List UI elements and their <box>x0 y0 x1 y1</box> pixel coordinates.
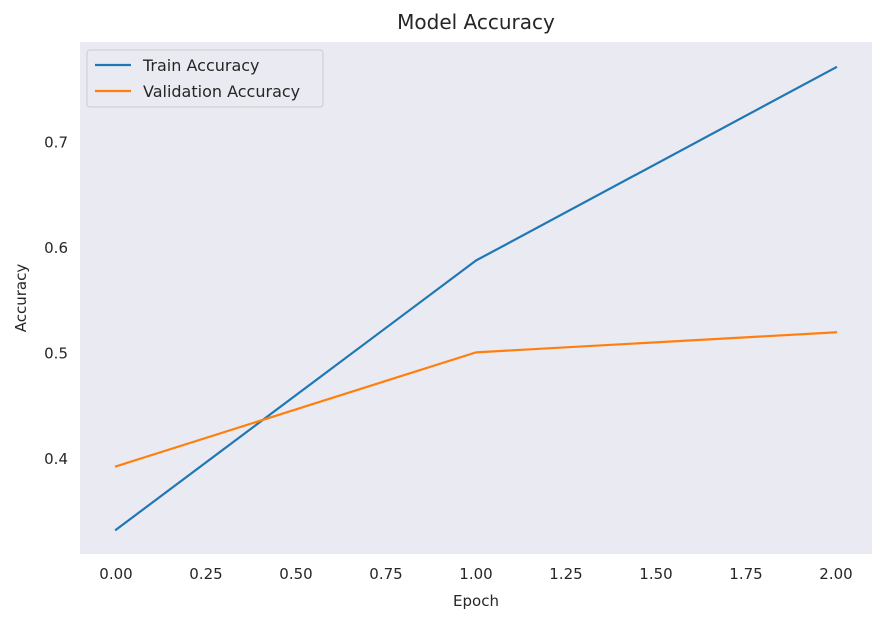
x-tick-label: 1.50 <box>639 565 672 583</box>
y-tick-label: 0.5 <box>44 344 68 362</box>
series-lines <box>114 65 838 532</box>
legend-box <box>86 49 324 108</box>
x-tick-label: 0.50 <box>279 565 312 583</box>
x-tick-label: 0.25 <box>189 565 222 583</box>
x-axis-ticks: 0.00 0.25 0.50 0.75 1.00 1.25 1.50 1.75 2.00 <box>99 565 852 583</box>
x-tick-label: 0.00 <box>99 565 132 583</box>
y-tick-label: 0.4 <box>44 450 68 468</box>
y-axis-label: Accuracy <box>12 264 30 333</box>
y-axis-ticks: 0.4 0.5 0.6 0.7 <box>44 133 68 468</box>
plot-area <box>80 42 872 554</box>
y-tick-label: 0.6 <box>44 239 68 257</box>
chart-title: Model Accuracy <box>397 10 555 34</box>
legend: Train Accuracy Validation Accuracy <box>86 49 324 108</box>
x-tick-label: 1.25 <box>549 565 582 583</box>
legend-label-train-accuracy: Train Accuracy <box>142 56 260 75</box>
x-tick-label: 2.00 <box>819 565 852 583</box>
x-axis-label: Epoch <box>453 592 499 610</box>
x-tick-label: 0.75 <box>369 565 402 583</box>
y-tick-label: 0.7 <box>44 133 68 151</box>
series-line-train-accuracy <box>114 65 838 532</box>
x-tick-label: 1.00 <box>459 565 492 583</box>
series-line-validation-accuracy <box>114 331 838 468</box>
legend-label-validation-accuracy: Validation Accuracy <box>143 82 300 101</box>
x-tick-label: 1.75 <box>729 565 762 583</box>
